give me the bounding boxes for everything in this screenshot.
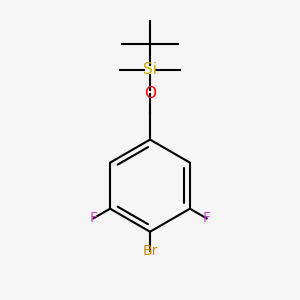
Text: O: O <box>144 86 156 101</box>
Text: Br: Br <box>142 244 158 258</box>
Text: Si: Si <box>143 62 157 77</box>
Text: F: F <box>202 212 211 225</box>
Text: F: F <box>89 212 98 225</box>
